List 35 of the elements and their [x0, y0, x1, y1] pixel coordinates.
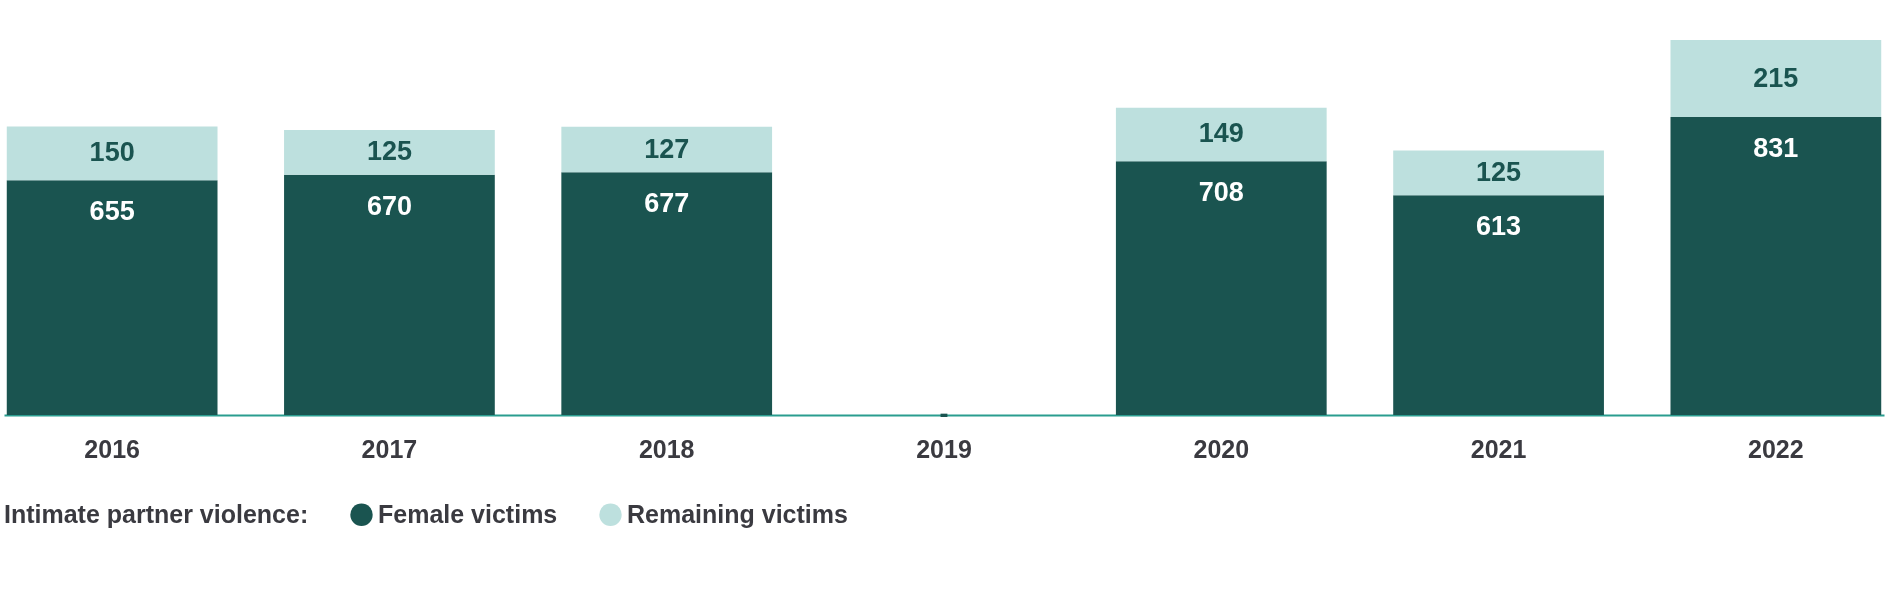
data-label: 125 — [366, 136, 412, 167]
bar — [284, 174, 495, 415]
bar — [1393, 150, 1604, 196]
bar — [1670, 117, 1882, 415]
legend-label: Remaining victims — [627, 499, 848, 528]
bar — [6, 180, 218, 415]
x-tick-label: 2016 — [84, 434, 140, 463]
data-label: 150 — [89, 137, 135, 168]
bar — [1670, 40, 1882, 118]
bar — [284, 129, 495, 175]
x-tick-label: 2021 — [1470, 434, 1527, 463]
data-label: 677 — [644, 188, 690, 219]
bar — [1393, 195, 1604, 415]
data-label: 655 — [89, 196, 135, 227]
bar — [561, 172, 773, 415]
bar — [1115, 161, 1327, 415]
legend-label: Female victims — [378, 499, 558, 528]
data-label: 127 — [644, 133, 690, 164]
data-label: 613 — [1476, 211, 1522, 242]
x-tick-label: 2020 — [1193, 434, 1250, 463]
data-label: 831 — [1753, 133, 1799, 164]
text: - — [939, 399, 949, 429]
data-label: 708 — [1198, 177, 1244, 208]
x-tick-label: 2019 — [916, 434, 972, 463]
bar — [1115, 107, 1327, 162]
bar — [6, 126, 218, 181]
data-label: 149 — [1198, 118, 1244, 149]
bar — [561, 126, 773, 173]
x-tick-label: 2018 — [638, 434, 695, 463]
legend-title: Intimate partner violence: — [4, 500, 309, 528]
data-label: 670 — [366, 190, 412, 221]
x-tick-label: 2017 — [361, 434, 418, 463]
data-label: 125 — [1476, 156, 1522, 187]
data-label: 215 — [1753, 62, 1799, 93]
x-tick-label: 2022 — [1748, 434, 1804, 463]
